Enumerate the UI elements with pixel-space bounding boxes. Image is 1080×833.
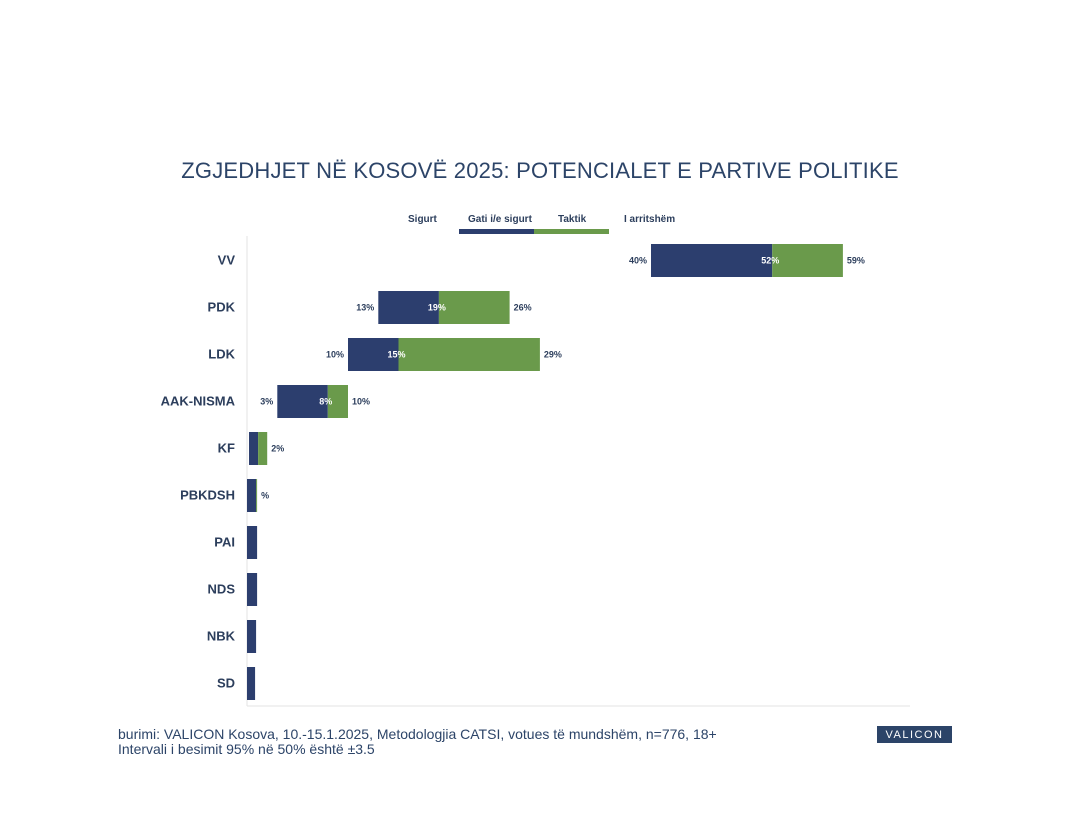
bar-taktik-pdk xyxy=(438,291,510,324)
label-sigurt-aak-nisma: 3% xyxy=(260,397,273,407)
bar-gati-pbkdsh xyxy=(247,479,257,512)
label-gati-vv: 52% xyxy=(761,256,779,266)
category-label-sd: SD xyxy=(217,676,235,691)
bar-gati-nbk xyxy=(247,620,257,653)
legend-label-arritshem: I arritshëm xyxy=(624,214,676,225)
valicon-logo: VALICON xyxy=(877,726,952,743)
label-gati-aak-nisma: 8% xyxy=(319,397,332,407)
label-gati-pdk: 19% xyxy=(428,303,446,313)
bar-taktik-aak-nisma xyxy=(327,385,348,418)
source-line-2: Intervali i besimit 95% në 50% është ±3.… xyxy=(118,741,375,757)
label-taktik-pbkdsh: % xyxy=(261,491,269,501)
label-gati-ldk: 15% xyxy=(387,350,405,360)
label-taktik-ldk: 29% xyxy=(544,350,562,360)
category-label-nbk: NBK xyxy=(207,629,236,644)
bar-taktik-vv xyxy=(772,244,843,277)
label-sigurt-vv: 40% xyxy=(629,256,647,266)
label-taktik-pdk: 26% xyxy=(514,303,532,313)
chart-source-note: burimi: VALICON Kosova, 10.-15.1.2025, M… xyxy=(118,727,717,757)
category-label-vv: VV xyxy=(218,253,236,268)
label-taktik-vv: 59% xyxy=(847,256,865,266)
bar-gati-ldk xyxy=(348,338,399,371)
legend-swatch-taktik xyxy=(534,229,609,234)
label-sigurt-ldk: 10% xyxy=(326,350,344,360)
label-sigurt-pdk: 13% xyxy=(356,303,374,313)
bar-gati-pai xyxy=(247,526,258,559)
bar-gati-nds xyxy=(247,573,258,606)
legend-label-gati: Gati i/e sigurt xyxy=(468,214,532,225)
bar-gati-kf xyxy=(249,432,259,465)
legend-label-taktik: Taktik xyxy=(558,214,587,225)
category-label-pai: PAI xyxy=(214,535,235,550)
category-label-ldk: LDK xyxy=(208,347,235,362)
category-label-aak-nisma: AAK-NISMA xyxy=(161,394,236,409)
bar-gati-vv xyxy=(651,244,773,277)
category-label-kf: KF xyxy=(218,441,235,456)
legend-swatch-gati xyxy=(459,229,534,234)
bar-gati-sd xyxy=(247,667,256,700)
label-taktik-aak-nisma: 10% xyxy=(352,397,370,407)
category-label-pbkdsh: PBKDSH xyxy=(180,488,235,503)
chart-title: ZGJEDHJET NË KOSOVË 2025: POTENCIALET E … xyxy=(181,158,899,183)
legend-label-sigurt: Sigurt xyxy=(408,214,437,225)
bar-gati-pdk xyxy=(378,291,439,324)
bar-taktik-kf xyxy=(258,432,268,465)
bar-taktik-ldk xyxy=(398,338,540,371)
label-taktik-kf: 2% xyxy=(271,444,284,454)
bar-taktik-pbkdsh xyxy=(256,479,258,512)
source-line-1: burimi: VALICON Kosova, 10.-15.1.2025, M… xyxy=(118,726,717,742)
category-label-nds: NDS xyxy=(208,582,236,597)
bar-gati-aak-nisma xyxy=(277,385,328,418)
category-label-pdk: PDK xyxy=(208,300,236,315)
